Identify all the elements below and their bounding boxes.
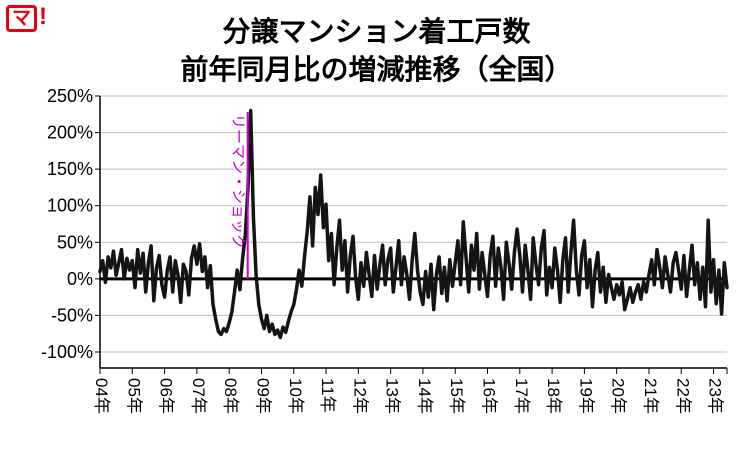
chart-title: 分譲マンション着工戸数 xyxy=(222,16,531,47)
x-tick-label: 16年 xyxy=(480,378,499,414)
series-line xyxy=(98,108,729,340)
x-tick-label: 05年 xyxy=(124,378,143,414)
chart-subtitle: 前年同月比の増減推移（全国） xyxy=(180,54,573,85)
x-tick-label: 20年 xyxy=(609,378,628,414)
x-tick-label: 22年 xyxy=(673,378,692,414)
x-tick-label: 14年 xyxy=(415,378,434,414)
x-tick-label: 06年 xyxy=(157,378,176,414)
y-tick-label: 100% xyxy=(47,196,93,216)
x-tick-label: 04年 xyxy=(92,378,111,414)
y-tick-label: 0% xyxy=(67,269,93,289)
x-tick-label: 15年 xyxy=(447,378,466,414)
y-tick-label: 250% xyxy=(47,86,93,106)
x-tick-label: 08年 xyxy=(221,378,240,414)
x-tick-label: 12年 xyxy=(350,378,369,414)
x-tick-label: 19年 xyxy=(576,378,595,414)
x-tick-label: 10年 xyxy=(286,378,305,414)
x-tick-label: 17年 xyxy=(512,378,531,414)
x-tick-label: 11年 xyxy=(318,378,337,413)
x-tick-label: 07年 xyxy=(189,378,208,414)
x-tick-label: 18年 xyxy=(544,378,563,414)
x-tick-label: 09年 xyxy=(253,378,272,414)
y-tick-label: 200% xyxy=(47,123,93,143)
y-tick-label: 150% xyxy=(47,159,93,179)
y-tick-label: -50% xyxy=(51,305,93,325)
annotation-label: リーマン・ショック xyxy=(230,114,247,249)
x-tick-label: 13年 xyxy=(383,378,402,414)
logo-exclamation: ! xyxy=(39,3,48,30)
x-tick-label: 21年 xyxy=(641,378,660,414)
x-tick-label: 23年 xyxy=(706,378,725,414)
y-tick-label: 50% xyxy=(57,232,93,252)
y-tick-label: -100% xyxy=(41,342,93,362)
site-logo: マ ! xyxy=(6,5,47,32)
logo-box: マ xyxy=(6,5,38,32)
